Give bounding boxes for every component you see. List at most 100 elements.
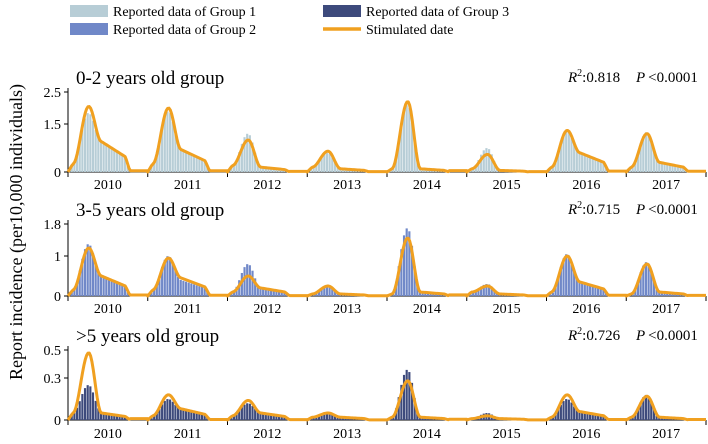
bar-2010 (102, 277, 105, 296)
bar-2012 (243, 404, 246, 420)
bar-2011 (203, 414, 206, 420)
bar-2017 (636, 280, 640, 296)
bar-2012 (272, 414, 275, 420)
bar-2015 (493, 289, 496, 296)
bar-2010 (78, 270, 81, 296)
bar-2014 (405, 369, 408, 420)
bar-2010 (121, 284, 124, 296)
panel-3: 0 0.3 0.5 2010 2011 2012 2013 2014 2015 2016 2017 >… (44, 326, 707, 442)
bar-2017 (682, 167, 685, 172)
bar-2011 (187, 410, 190, 420)
bar-2015 (490, 154, 493, 172)
bar-2013 (320, 414, 323, 420)
r-superscript: 2 (577, 326, 582, 337)
r-superscript: 2 (577, 200, 582, 211)
bar-2010 (91, 252, 95, 296)
x-tick-label: 2012 (253, 427, 281, 442)
x-tick-label: 2011 (174, 302, 201, 317)
bar-2012 (278, 415, 281, 420)
x-tick-label: 2013 (333, 427, 361, 442)
bar-2010 (115, 414, 119, 420)
bar-2013 (323, 413, 326, 420)
simulated-line (66, 351, 707, 422)
bar-2012 (280, 291, 283, 296)
bar-2013 (312, 166, 315, 172)
x-tick-label: 2014 (413, 178, 441, 193)
simulated-line (66, 100, 707, 174)
bar-2016 (567, 131, 570, 172)
bar-2010 (91, 120, 95, 172)
bar-2010 (78, 401, 81, 420)
bar-2011 (174, 404, 177, 420)
bar-2013 (320, 288, 323, 296)
bar-2016 (562, 258, 565, 296)
bar-2014 (405, 105, 408, 172)
bar-2017 (644, 262, 648, 296)
bar-2014 (410, 382, 414, 420)
bar-2014 (397, 397, 400, 420)
bar-2012 (238, 410, 241, 420)
bar-2016 (602, 162, 605, 172)
bar-2016 (573, 143, 576, 172)
bar-2013 (328, 153, 331, 172)
bar-2011 (182, 409, 185, 420)
bar-2017 (647, 133, 650, 172)
r-squared-value: :0.726 (582, 328, 620, 344)
bar-2015 (480, 154, 483, 172)
legend-label-group3: Reported data of Group 3 (366, 5, 509, 20)
bar-2016 (599, 288, 602, 296)
bar-2012 (267, 414, 270, 420)
bar-2014 (421, 168, 424, 172)
bar-2011 (200, 159, 204, 172)
bar-2016 (583, 283, 586, 296)
bar-2014 (418, 168, 422, 172)
bar-2011 (198, 413, 201, 420)
bar-2014 (402, 111, 406, 172)
y-tick-label: 1 (54, 250, 61, 265)
bar-2016 (575, 410, 578, 420)
bar-2011 (163, 259, 166, 296)
y-tick-label: 1.8 (44, 218, 62, 233)
bar-2012 (283, 416, 286, 420)
bar-2017 (666, 163, 669, 172)
bar-2011 (166, 256, 169, 296)
bar-2012 (262, 413, 265, 420)
r-squared-stat: R2:0.726 (567, 326, 621, 344)
bar-2010 (107, 146, 111, 172)
bar-2011 (179, 408, 182, 420)
bar-2016 (554, 413, 557, 420)
bar-2017 (652, 279, 655, 296)
bar-2011 (166, 399, 169, 420)
bar-2017 (636, 153, 640, 172)
bar-2016 (565, 399, 568, 420)
bar-2012 (246, 133, 249, 172)
x-tick-label: 2014 (413, 302, 441, 317)
bar-2011 (203, 160, 206, 172)
bar-2013 (323, 154, 326, 172)
bar-2017 (655, 158, 658, 172)
bar-2017 (663, 292, 666, 296)
bar-2016 (591, 285, 594, 296)
panel-title: 3-5 years old group (76, 200, 224, 221)
bar-2010 (123, 285, 126, 296)
bar-2010 (75, 407, 79, 420)
bar-2016 (599, 415, 602, 420)
bar-2017 (631, 167, 634, 172)
panel-title: 0-2 years old group (76, 68, 224, 89)
bar-2011 (200, 413, 204, 420)
bar-2016 (554, 160, 557, 172)
bar-2010 (121, 154, 124, 172)
p-symbol: P (635, 70, 645, 86)
bar-2015 (474, 164, 477, 172)
legend-label-group2: Reported data of Group 2 (113, 23, 256, 38)
bar-2010 (89, 245, 92, 296)
bar-2017 (650, 140, 653, 172)
bar-2015 (472, 291, 475, 296)
bar-2017 (668, 164, 671, 172)
bar-2011 (161, 404, 164, 420)
bar-2011 (158, 141, 161, 172)
x-tick-label: 2015 (493, 427, 521, 442)
y-tick-label: 0 (54, 414, 61, 429)
bar-2014 (400, 125, 403, 172)
